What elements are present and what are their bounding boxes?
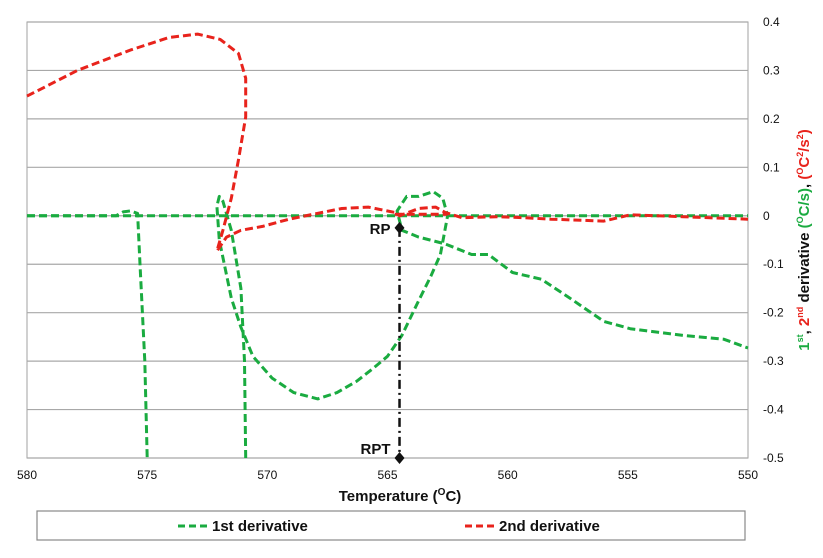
legend-label-1st-derivative: 1st derivative [212,518,308,535]
x-tick-label: 575 [137,468,157,482]
y-tick-label: -0.3 [763,354,784,368]
y-tick-label: -0.1 [763,257,784,271]
y-axis-label: 1st, 2nd derivative (OC/s), (OC2/s2) [795,129,813,351]
y-tick-label: -0.5 [763,451,784,465]
x-tick-label: 580 [17,468,37,482]
x-tick-label: 555 [618,468,638,482]
series-line-1st-derivative [27,209,149,459]
x-axis-label: Temperature (OC) [339,487,462,505]
x-tick-labels: 580 575 570 565 560 555 550 [17,468,758,482]
marker-rp [394,221,405,234]
annotation-rp: RP [370,221,391,238]
x-tick-label: 550 [738,468,758,482]
x-tick-label: 565 [377,468,397,482]
x-tick-label: 560 [498,468,518,482]
y-tick-label: -0.4 [763,403,784,417]
y-tick-label: 0.2 [763,112,780,126]
series-line-1st-derivative [215,190,749,459]
annotations: RP RPT [361,221,405,464]
y-tick-label: 0.4 [763,15,780,29]
legend: 1st derivative 2nd derivative [36,510,746,541]
y-tick-label: 0.1 [763,160,780,174]
y-tick-label: 0 [763,209,770,223]
legend-label-2nd-derivative: 2nd derivative [499,518,600,535]
plot-area [26,21,749,459]
series-lines [26,32,749,459]
y-tick-labels: 0.4 0.3 0.2 0.1 0 -0.1 -0.2 -0.3 -0.4 -0.5 [763,15,784,465]
x-tick-label: 570 [257,468,277,482]
series-line-2nd-derivative [26,32,749,253]
marker-rpt [394,452,405,464]
y-tick-label: -0.2 [763,306,784,320]
y-tick-label: 0.3 [763,63,780,77]
annotation-rpt: RPT [361,441,391,458]
